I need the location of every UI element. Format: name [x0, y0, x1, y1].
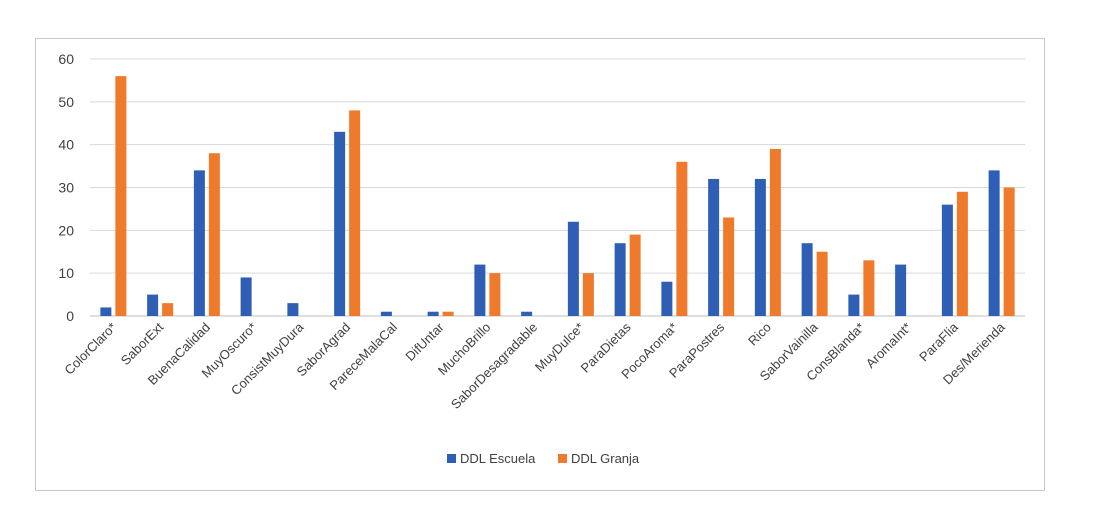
bar-escuela — [287, 303, 299, 316]
y-tick-label: 30 — [58, 180, 74, 196]
bar-granja — [489, 273, 501, 316]
gridlines — [90, 58, 1025, 317]
bar-escuela — [100, 307, 112, 316]
legend-swatch — [447, 454, 456, 463]
x-tick-label: DifUntar — [402, 319, 447, 364]
bar-escuela — [427, 311, 439, 316]
y-axis-ticks: 0 10 20 30 40 50 60 — [58, 51, 74, 324]
x-tick-label: Rico — [745, 320, 774, 349]
bar-escuela — [895, 264, 907, 316]
bar-granja — [442, 311, 454, 316]
bars — [100, 76, 1015, 317]
bar-escuela — [567, 221, 579, 316]
legend: DDL Escuela DDL Granja — [447, 451, 640, 466]
x-tick-label: SaborExt — [118, 319, 167, 368]
bar-granja — [1003, 187, 1015, 316]
bar-escuela — [708, 178, 720, 316]
bar-escuela — [147, 294, 159, 316]
x-tick-label: SaborDesagradable — [448, 320, 540, 412]
bar-granja — [582, 273, 594, 316]
x-axis-ticks: ColorClaro*SaborExtBuenaCalidadMuyOscuro… — [61, 319, 1008, 412]
bar-granja — [208, 153, 220, 316]
bar-granja — [723, 217, 735, 316]
bar-escuela — [988, 170, 1000, 316]
y-tick-label: 0 — [66, 308, 74, 324]
bar-granja — [349, 110, 361, 317]
bar-escuela — [801, 243, 813, 316]
y-tick-label: 50 — [58, 94, 74, 110]
legend-label: DDL Granja — [571, 451, 640, 466]
bar-escuela — [380, 311, 392, 316]
bar-escuela — [240, 277, 252, 316]
bar-escuela — [474, 264, 486, 316]
legend-label: DDL Escuela — [460, 451, 536, 466]
bar-escuela — [848, 294, 860, 316]
bar-escuela — [614, 243, 626, 316]
bar-granja — [769, 148, 781, 316]
y-tick-label: 10 — [58, 265, 74, 281]
y-tick-label: 60 — [58, 51, 74, 67]
bar-escuela — [521, 311, 533, 316]
x-tick-label: ParaFlia — [916, 319, 961, 364]
bar-granja — [162, 303, 174, 316]
bar-granja — [863, 260, 875, 316]
bar-granja — [629, 234, 641, 316]
bar-escuela — [941, 204, 953, 316]
bar-escuela — [334, 131, 346, 316]
y-tick-label: 20 — [58, 222, 74, 238]
bar-granja — [956, 191, 968, 316]
bar-granja — [816, 251, 828, 316]
x-tick-label: AromaInt* — [863, 320, 914, 371]
bar-granja — [676, 161, 688, 316]
x-tick-label: ColorClaro* — [61, 320, 119, 378]
legend-swatch — [558, 454, 567, 463]
bar-escuela — [661, 281, 673, 316]
bar-escuela — [193, 170, 205, 316]
bar-escuela — [754, 178, 766, 316]
y-tick-label: 40 — [58, 137, 74, 153]
bar-granja — [115, 76, 127, 316]
